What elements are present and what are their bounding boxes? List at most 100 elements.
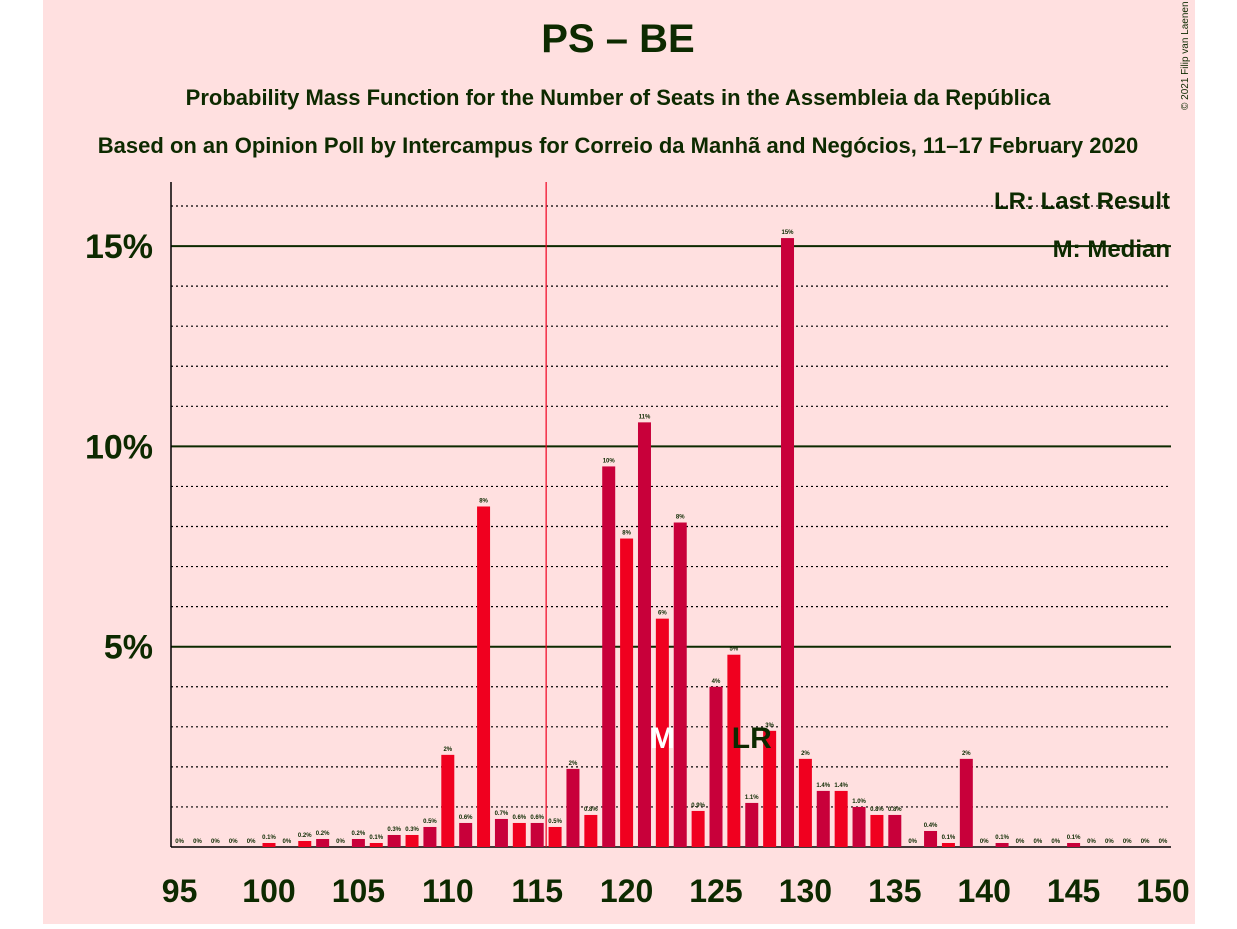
marker-label: M — [650, 722, 675, 755]
bar — [655, 618, 669, 847]
value-label: 0.1% — [995, 835, 1009, 841]
value-label: 0% — [175, 839, 184, 845]
value-label: 0.3% — [405, 827, 419, 833]
value-label: 0.6% — [512, 815, 526, 821]
subtitle: Probability Mass Function for the Number… — [186, 85, 1051, 110]
value-label: 2% — [962, 751, 971, 757]
x-tick-label: 100 — [242, 873, 295, 909]
value-label: 0% — [1034, 839, 1043, 845]
bar — [798, 758, 812, 847]
bar — [298, 840, 312, 847]
value-label: 0.6% — [459, 815, 473, 821]
x-tick-label: 120 — [600, 873, 653, 909]
value-label: 0% — [1051, 839, 1060, 845]
value-label: 0.8% — [888, 807, 902, 813]
bar — [566, 768, 580, 847]
bar — [1067, 842, 1081, 847]
bar — [763, 730, 777, 847]
copyright: © 2021 Filip van Laenen — [1180, 1, 1191, 110]
value-label: 0.2% — [352, 831, 366, 837]
x-tick-label: 115 — [511, 873, 563, 909]
bar — [781, 238, 795, 847]
value-label: 0% — [1016, 839, 1025, 845]
legend-entry: LR: Last Result — [994, 188, 1170, 215]
bar — [870, 814, 884, 847]
value-label: 1.4% — [816, 783, 830, 789]
bar — [727, 654, 741, 847]
x-tick-label: 95 — [162, 873, 198, 909]
value-label: 15% — [782, 230, 795, 236]
value-label: 0.8% — [870, 807, 884, 813]
value-label: 2% — [443, 747, 452, 753]
value-label: 0.5% — [548, 819, 562, 825]
value-label: 0% — [980, 839, 989, 845]
subtitle: Based on an Opinion Poll by Intercampus … — [98, 133, 1138, 158]
value-label: 0.1% — [262, 835, 276, 841]
value-label: 0.5% — [423, 819, 437, 825]
x-tick-label: 130 — [779, 873, 832, 909]
value-label: 0.8% — [584, 807, 598, 813]
bar — [316, 838, 330, 847]
bar — [941, 842, 955, 847]
value-label: 1.4% — [834, 783, 848, 789]
bar — [494, 818, 508, 847]
value-label: 0.7% — [495, 811, 509, 817]
x-tick-label: 105 — [332, 873, 385, 909]
bar — [351, 838, 365, 847]
value-label: 0% — [211, 839, 220, 845]
bar — [602, 466, 616, 847]
value-label: 1.1% — [745, 795, 759, 801]
x-tick-label: 145 — [1047, 873, 1100, 909]
value-label: 0.1% — [369, 835, 383, 841]
y-tick-label: 15% — [85, 228, 153, 266]
value-label: 0.1% — [942, 835, 956, 841]
bar — [423, 826, 437, 847]
value-label: 5% — [730, 647, 739, 653]
value-label: 0% — [908, 839, 917, 845]
value-label: 1.0% — [852, 799, 866, 805]
bar — [745, 802, 759, 847]
value-label: 0% — [1087, 839, 1096, 845]
value-label: 0% — [247, 839, 256, 845]
bar — [637, 422, 651, 847]
value-label: 0% — [1105, 839, 1114, 845]
bar — [995, 842, 1009, 847]
bar — [888, 814, 902, 847]
y-tick-label: 5% — [104, 629, 153, 667]
value-label: 0% — [283, 839, 292, 845]
value-label: 3% — [765, 723, 774, 729]
value-label: 0.2% — [316, 831, 330, 837]
bar — [262, 842, 276, 847]
bar — [459, 822, 473, 847]
background — [43, 0, 1195, 924]
x-tick-label: 140 — [958, 873, 1011, 909]
chart-title: PS – BE — [541, 17, 694, 61]
bar — [959, 758, 973, 847]
value-label: 10% — [603, 458, 616, 464]
value-label: 0.3% — [387, 827, 401, 833]
value-label: 0.9% — [691, 803, 705, 809]
value-label: 8% — [622, 531, 631, 537]
value-label: 0% — [1123, 839, 1132, 845]
bar — [548, 826, 562, 847]
value-label: 0% — [1159, 839, 1168, 845]
y-tick-label: 10% — [85, 428, 153, 466]
value-label: 0.6% — [530, 815, 544, 821]
value-label: 0% — [193, 839, 202, 845]
bar — [673, 522, 687, 847]
value-label: 6% — [658, 611, 667, 617]
x-tick-label: 135 — [868, 873, 921, 909]
bar — [441, 754, 455, 847]
x-tick-label: 125 — [689, 873, 742, 909]
bar — [852, 806, 866, 847]
value-label: 11% — [639, 414, 651, 420]
bar — [816, 790, 830, 847]
bar — [477, 506, 491, 847]
bar — [512, 822, 526, 847]
bar — [387, 834, 401, 847]
x-tick-label: 110 — [422, 873, 474, 909]
bar — [709, 686, 723, 847]
value-label: 4% — [712, 679, 721, 685]
value-label: 8% — [479, 498, 488, 504]
bar — [691, 810, 705, 847]
